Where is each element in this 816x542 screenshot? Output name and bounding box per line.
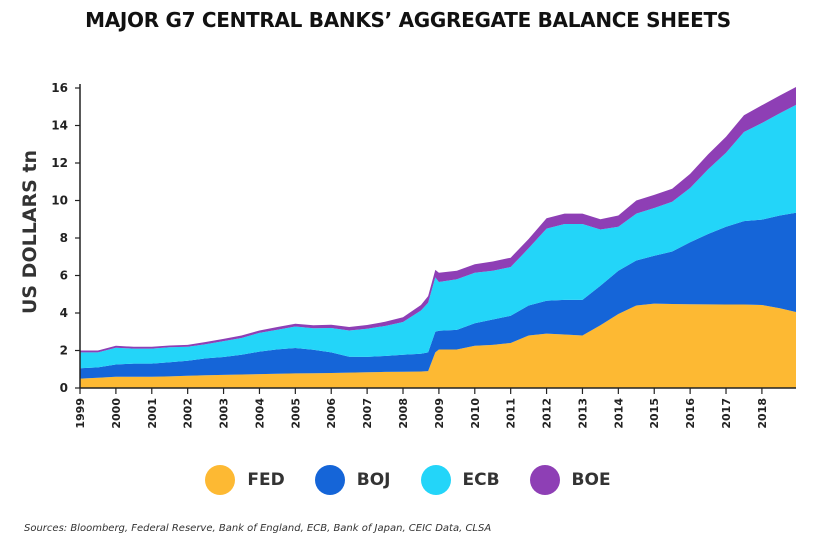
stacked-area-chart: 0 2 4 6 8 10 12 14 16 1999 2000 2001 2002 2003 2004 200…: [51, 81, 796, 429]
x-tick-label: 2012: [541, 398, 554, 429]
x-tick-label: 2013: [576, 398, 589, 429]
x-tick-label: 2001: [146, 398, 159, 429]
area-fed: [80, 303, 796, 388]
legend: FED BOJ ECB BOE: [0, 462, 816, 498]
source-note: Sources: Bloomberg, Federal Reserve, Ban…: [24, 523, 492, 534]
x-tick-label: 1999: [74, 398, 87, 429]
y-tick-label: 6: [60, 269, 68, 283]
area-ecb: [80, 104, 796, 369]
y-tick-label: 10: [51, 194, 68, 208]
y-tick-label: 8: [60, 231, 68, 245]
x-tick-label: 2014: [612, 398, 625, 429]
chart-title: MAJOR G7 CENTRAL BANKS’ AGGREGATE BALANC…: [85, 8, 731, 32]
legend-item-ecb: ECB: [420, 465, 500, 495]
legend-label: ECB: [462, 470, 500, 490]
x-tick-label: 2018: [756, 398, 769, 429]
y-tick-label: 12: [51, 156, 68, 170]
x-tick-label: 2008: [397, 398, 410, 429]
legend-item-fed: FED: [205, 465, 285, 495]
x-tick-label: 2017: [720, 398, 733, 429]
legend-swatch: [420, 465, 451, 495]
x-tick-label: 2016: [684, 398, 697, 429]
axes-group: 0 2 4 6 8 10 12 14 16 1999 2000 2001 2002 2003 2004 200…: [51, 81, 796, 429]
x-tick-label: 2007: [361, 398, 374, 429]
area-boj: [80, 212, 796, 379]
x-tick-label: 2005: [289, 398, 302, 429]
legend-swatch: [205, 465, 236, 495]
y-tick-label: 2: [60, 344, 68, 358]
legend-item-boe: BOE: [529, 465, 611, 495]
x-tick-label: 2009: [433, 398, 446, 429]
y-tick-label: 14: [51, 119, 68, 133]
x-tick-label: 2006: [325, 398, 338, 429]
legend-swatch: [529, 465, 560, 495]
legend-label: BOJ: [356, 470, 391, 490]
x-tick-label: 2015: [648, 398, 661, 429]
y-tick-label: 16: [51, 81, 68, 95]
x-tick-label: 2000: [110, 398, 123, 429]
x-tick-label: 2003: [218, 398, 231, 429]
x-tick-label: 2011: [505, 398, 518, 429]
x-tick-label: 2002: [182, 398, 195, 429]
x-tick-label: 2010: [469, 398, 482, 429]
legend-item-boj: BOJ: [314, 465, 391, 495]
y-tick-label: 0: [60, 381, 68, 395]
x-tick-label: 2004: [253, 398, 266, 429]
area-series-group: [80, 87, 796, 388]
legend-label: FED: [247, 470, 285, 490]
legend-swatch: [314, 465, 345, 495]
legend-label: BOE: [571, 470, 611, 490]
y-tick-label: 4: [60, 306, 68, 320]
